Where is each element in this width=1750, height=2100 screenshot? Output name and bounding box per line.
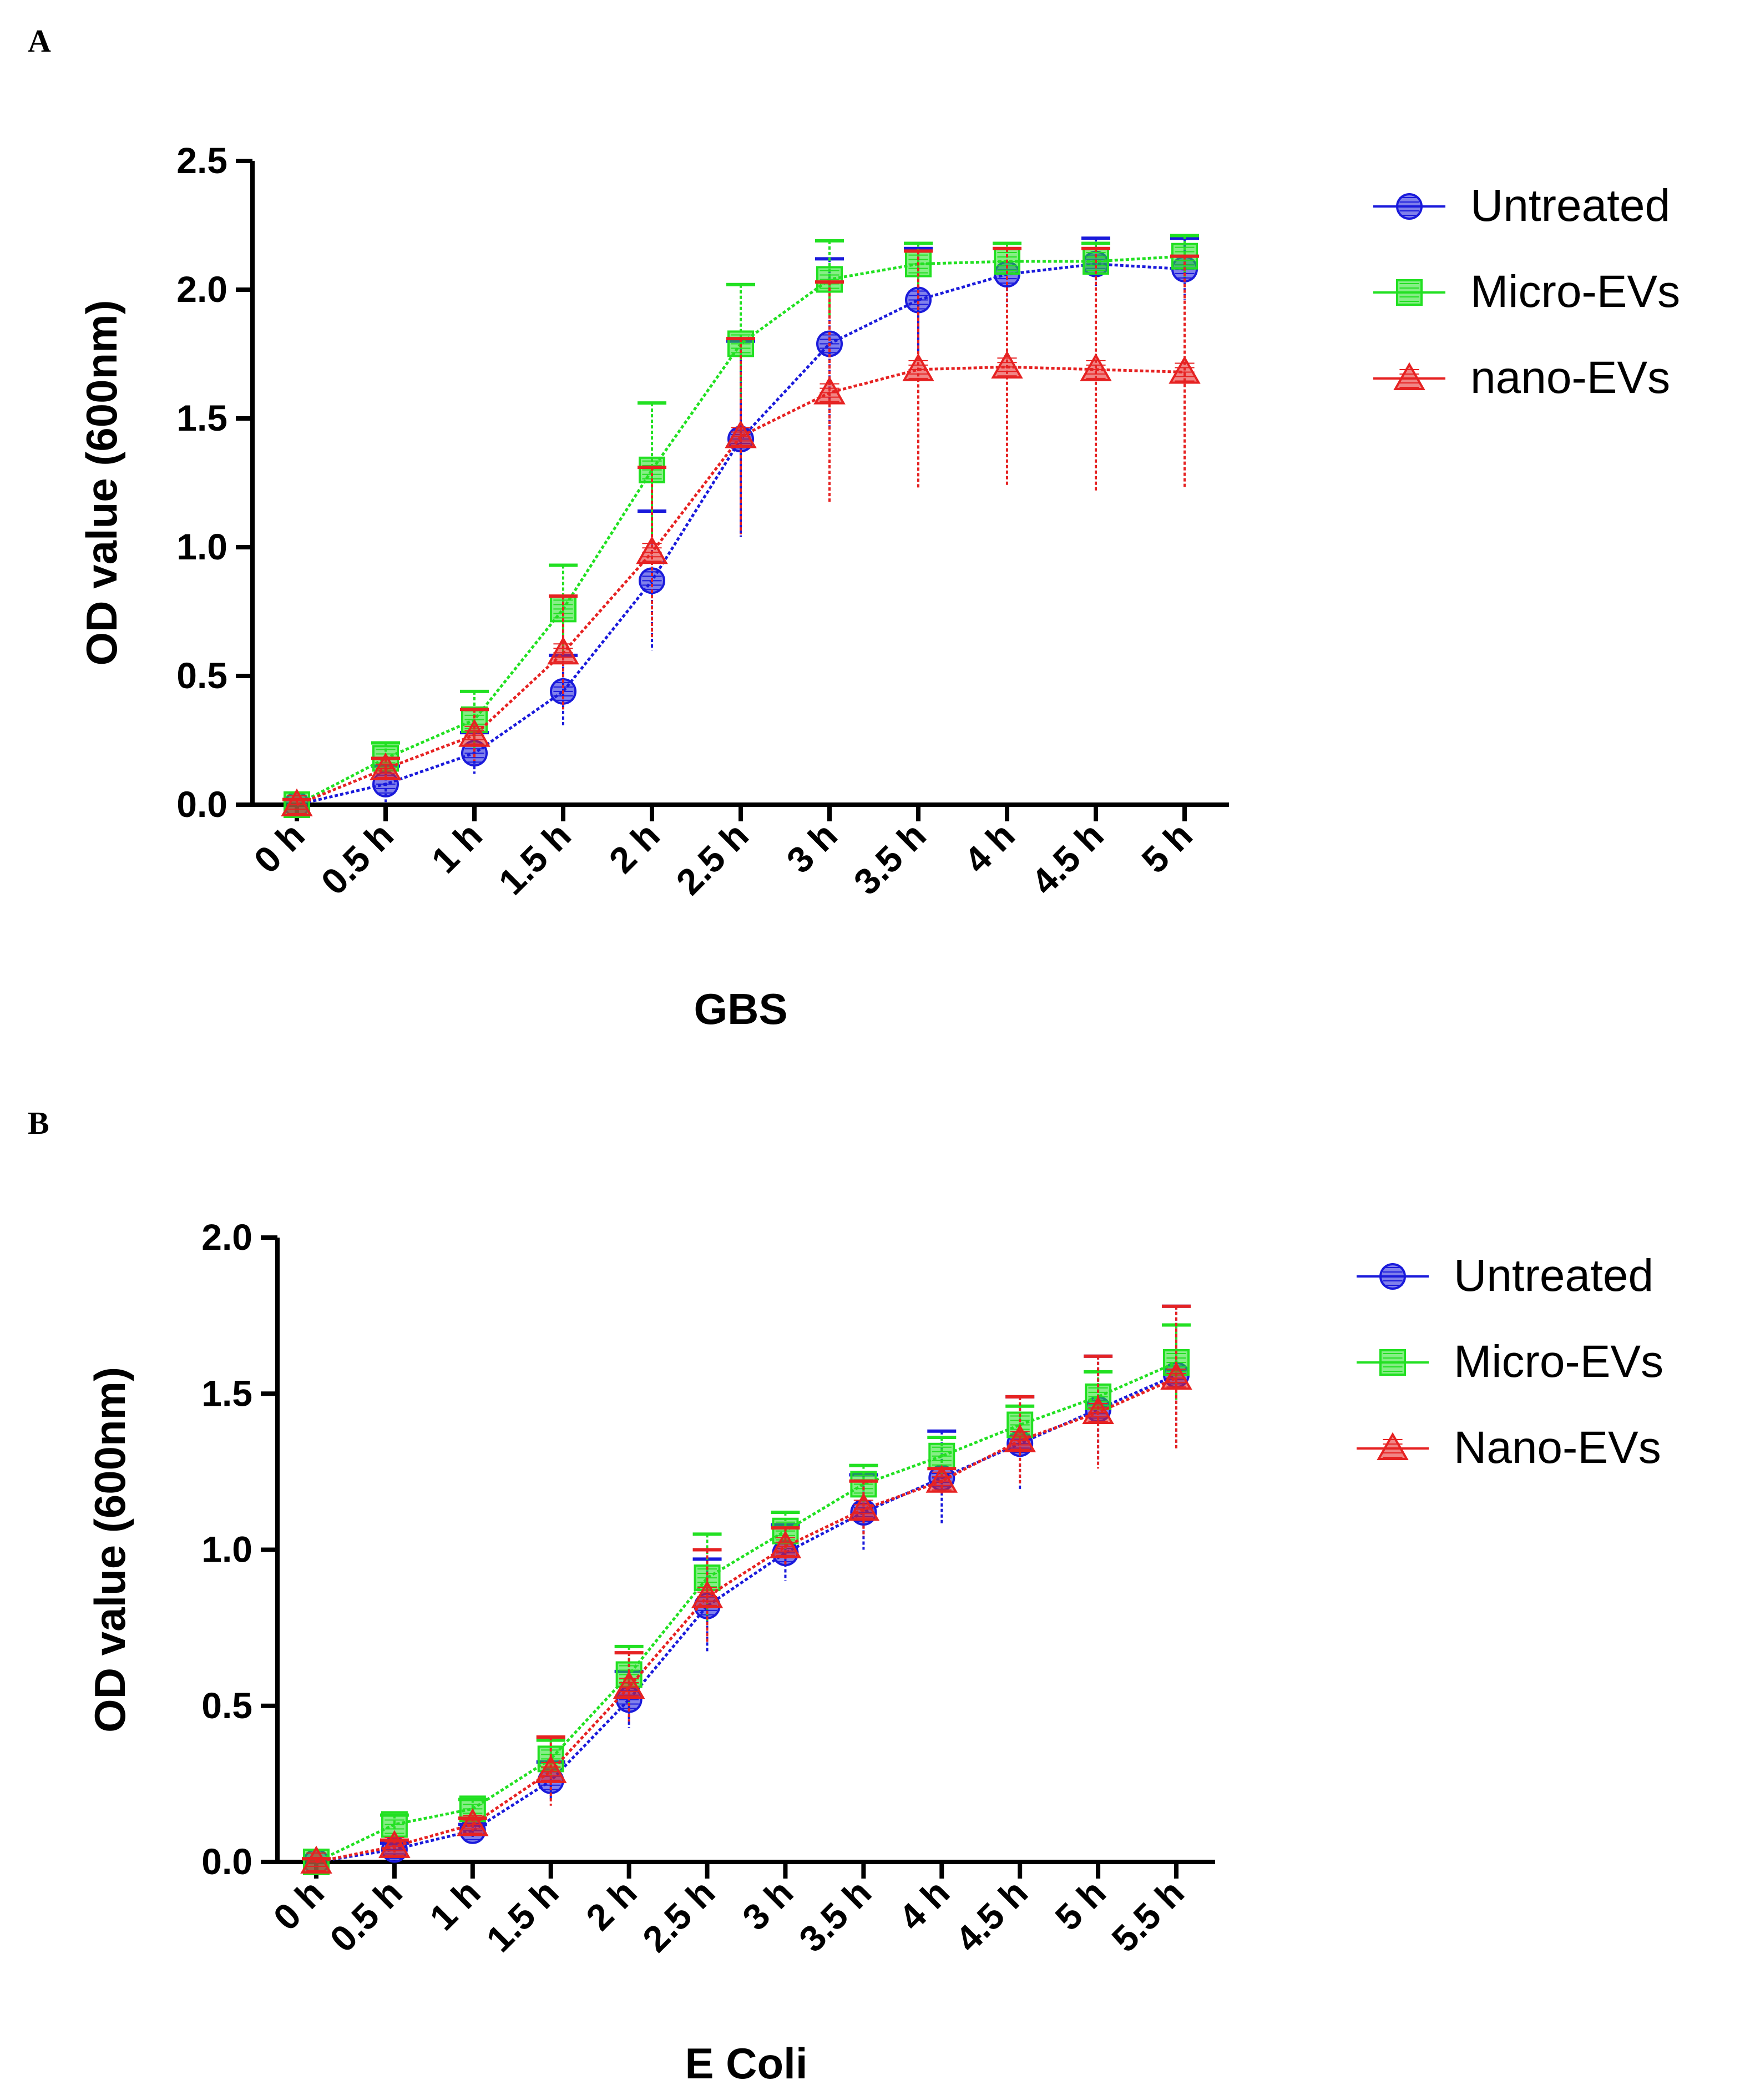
x-tick-label: 2 h [578, 1872, 645, 1939]
data-point-nano-evs [1169, 356, 1201, 384]
legend-item-nano-evs: Nano-EVs [1357, 1422, 1661, 1473]
x-tick-label: 2.5 h [668, 815, 756, 903]
x-tick-label: 0.5 h [313, 815, 401, 903]
x-tick-label: 2 h [601, 815, 667, 881]
x-tick-label: 2.5 h [635, 1872, 723, 1960]
x-tick-label: 0 h [246, 815, 312, 881]
x-axis-title: GBS [694, 985, 787, 1033]
series-line-untreated [316, 1374, 1177, 1864]
y-tick-label: 0.5 [201, 1685, 252, 1726]
series-untreated [302, 1304, 1191, 1875]
legend-label: Micro-EVs [1454, 1336, 1663, 1387]
data-point-nano-evs [902, 353, 934, 381]
legend-item-micro-evs: Micro-EVs [1357, 1336, 1663, 1387]
x-tick-label: 1 h [422, 1872, 488, 1939]
x-tick-label: 4 h [956, 815, 1023, 881]
x-tick-label: 4.5 h [1023, 815, 1111, 903]
legend-item-untreated: Untreated [1373, 180, 1670, 231]
panel-label-a: A [28, 23, 51, 59]
legend-marker-nano-evs [1393, 362, 1425, 390]
data-point-nano-evs [991, 350, 1023, 379]
series-line-micro-evs [315, 1361, 1177, 1864]
series-line-nano-evs [296, 365, 1185, 806]
legend-label: Untreated [1470, 180, 1670, 231]
x-tick-label: 3.5 h [846, 815, 934, 903]
y-tick-label: 2.0 [201, 1216, 252, 1258]
chart-gbs: 0.0 0.5 1.0 1.5 2.0 2.5 0 h 0.5 h 1 h 1.5 h 2 h 2.5… [77, 140, 1680, 1033]
x-tick-label: 1.5 h [478, 1872, 567, 1960]
series-line-nano-evs [316, 1376, 1177, 1864]
y-tick-label: 2.5 [176, 140, 227, 181]
y-tick-label: 2.0 [176, 269, 227, 310]
y-axis-title: OD value (600nm) [77, 300, 126, 666]
y-axis-title: OD value (600nm) [85, 1367, 134, 1733]
x-axis-title: E Coli [685, 2039, 807, 2088]
legend-label: nano-EVs [1470, 352, 1670, 403]
x-tick-label: 5.5 h [1104, 1872, 1192, 1960]
y-tick-label: 1.0 [201, 1529, 252, 1570]
x-tick-label: 5 h [1047, 1872, 1114, 1939]
legend-item-nano-evs: nano-EVs [1373, 352, 1670, 403]
series-micro-evs [302, 1323, 1191, 1875]
x-tick-label: 4 h [891, 1872, 957, 1939]
x-tick-label: 1 h [423, 815, 490, 881]
x-tick-label: 3.5 h [791, 1872, 879, 1960]
data-point-nano-evs [1080, 353, 1112, 381]
legend-label: Nano-EVs [1454, 1422, 1661, 1473]
series-nano-evs [300, 1304, 1192, 1874]
x-tick-label: 0.5 h [322, 1872, 410, 1960]
legend-marker-nano-evs [1377, 1432, 1409, 1460]
x-tick-label: 4.5 h [947, 1872, 1035, 1960]
x-tick-label: 1.5 h [490, 815, 579, 903]
y-tick-label: 0.5 [176, 655, 227, 696]
data-point-nano-evs [636, 536, 668, 564]
y-tick-label: 0.0 [176, 784, 227, 825]
legend-item-untreated: Untreated [1357, 1250, 1653, 1301]
y-tick-label: 1.5 [201, 1372, 252, 1414]
legend-label: Untreated [1454, 1250, 1653, 1301]
data-point-nano-evs [547, 636, 579, 665]
y-tick-label: 1.5 [176, 397, 227, 438]
y-tick-label: 0.0 [201, 1841, 252, 1882]
legend-item-micro-evs: Micro-EVs [1373, 266, 1680, 317]
legend-label: Micro-EVs [1470, 266, 1680, 317]
x-tick-label: 5 h [1134, 815, 1200, 881]
series-nano-evs [281, 246, 1201, 816]
x-tick-label: 3 h [735, 1872, 801, 1939]
x-tick-label: 0 h [265, 1872, 332, 1939]
panel-label-b: B [28, 1105, 49, 1141]
x-tick-label: 3 h [778, 815, 845, 881]
y-tick-label: 1.0 [176, 526, 227, 567]
